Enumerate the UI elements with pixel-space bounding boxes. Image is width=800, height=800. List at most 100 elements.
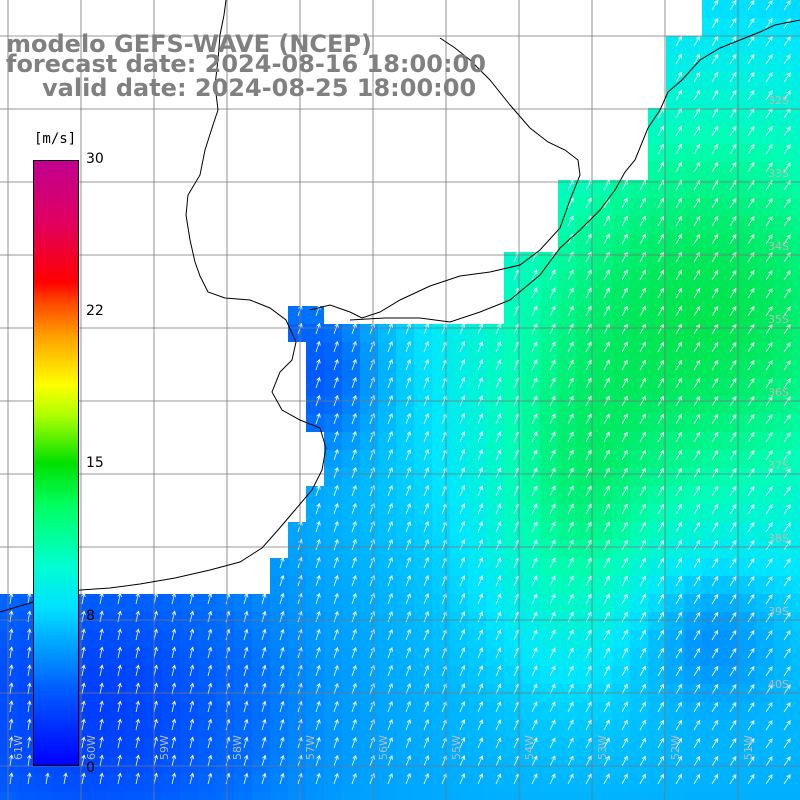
wind-arrow	[495, 737, 502, 749]
wind-arrow	[333, 628, 339, 641]
wind-arrow	[171, 754, 177, 767]
wind-speed-cell	[576, 270, 594, 288]
wind-speed-cell	[432, 558, 450, 576]
colorbar-unit: [m/s]	[34, 131, 77, 147]
wind-speed-cell	[522, 540, 540, 558]
wind-speed-cell	[234, 630, 252, 648]
wind-arrow	[405, 341, 411, 353]
wind-arrow	[711, 53, 719, 65]
wind-arrow	[8, 628, 14, 641]
wind-arrow	[693, 107, 701, 119]
wind-speed-cell	[414, 648, 432, 666]
wind-arrow	[747, 522, 755, 533]
wind-arrow	[549, 575, 556, 587]
wind-arrow	[477, 467, 484, 479]
wind-arrow	[387, 682, 393, 695]
wind-speed-cell	[378, 378, 396, 396]
wind-arrow	[693, 341, 701, 353]
wind-arrow	[693, 647, 701, 659]
wind-arrow	[783, 450, 791, 461]
wind-arrow	[459, 467, 466, 479]
wind-speed-cell	[126, 774, 144, 792]
wind-arrow	[693, 719, 701, 731]
wind-speed-cell	[162, 792, 180, 800]
wind-speed-cell	[90, 720, 108, 738]
wind-speed-cell	[360, 468, 378, 486]
wind-speed-cell	[792, 432, 800, 450]
wind-arrow	[207, 718, 213, 731]
wind-speed-cell	[576, 324, 594, 342]
wind-arrow	[81, 628, 86, 641]
wind-speed-cell	[612, 414, 630, 432]
wind-arrow	[639, 593, 646, 605]
wind-speed-cell	[324, 576, 342, 594]
wind-speed-cell	[558, 324, 576, 342]
wind-speed-cell	[270, 558, 288, 576]
wind-speed-cell	[522, 486, 540, 504]
wind-speed-cell	[108, 702, 126, 720]
latitude-label: 33S	[768, 167, 789, 180]
wind-arrow	[585, 575, 592, 587]
wind-arrow	[567, 755, 574, 767]
wind-arrow	[27, 700, 32, 713]
wind-arrow	[585, 755, 592, 767]
wind-speed-cell	[306, 522, 324, 540]
wind-arrow	[405, 593, 411, 605]
wind-arrow	[261, 718, 267, 731]
wind-speed-cell	[720, 90, 738, 108]
wind-arrow	[693, 35, 701, 47]
wind-arrow	[459, 575, 466, 587]
wind-arrow	[315, 664, 321, 677]
wind-speed-cell	[756, 774, 774, 792]
wind-arrow	[207, 682, 213, 695]
wind-arrow	[531, 593, 538, 605]
wind-arrow	[387, 376, 393, 389]
wind-arrow	[783, 72, 791, 83]
wind-arrow	[621, 431, 628, 443]
wind-arrow	[657, 233, 664, 245]
wind-speed-cell	[486, 378, 504, 396]
wind-speed-cell	[522, 468, 540, 486]
wind-arrow	[711, 233, 719, 245]
wind-speed-cell	[378, 504, 396, 522]
wind-arrow	[567, 431, 574, 443]
wind-speed-cell	[540, 558, 558, 576]
wind-speed-cell	[18, 756, 36, 774]
wind-speed-cell	[720, 414, 738, 432]
wind-speed-cell	[234, 738, 252, 756]
wind-arrow	[729, 413, 737, 425]
wind-speed-cell	[180, 594, 198, 612]
wind-arrow	[711, 305, 719, 317]
wind-speed-cell	[252, 666, 270, 684]
wind-arrow	[567, 773, 574, 785]
wind-speed-cell	[558, 396, 576, 414]
wind-speed-cell	[468, 522, 486, 540]
wind-arrow	[729, 629, 737, 641]
wind-arrow	[117, 628, 122, 641]
wind-speed-cell	[198, 774, 216, 792]
wind-arrow	[423, 719, 430, 731]
wind-speed-cell	[756, 414, 774, 432]
wind-arrow	[531, 449, 538, 461]
wind-arrow	[387, 556, 393, 569]
wind-arrow	[423, 683, 430, 695]
wind-speed-cell	[252, 720, 270, 738]
wind-speed-cell	[594, 450, 612, 468]
wind-speed-cell	[432, 504, 450, 522]
wind-arrow	[783, 594, 791, 605]
wind-arrow	[603, 521, 610, 533]
wind-speed-cell	[540, 414, 558, 432]
wind-speed-cell	[756, 342, 774, 360]
wind-speed-cell	[540, 720, 558, 738]
wind-speed-cell	[738, 666, 756, 684]
wind-speed-cell	[162, 666, 180, 684]
wind-arrow	[729, 575, 737, 587]
wind-arrow	[531, 287, 538, 299]
wind-arrow	[711, 629, 719, 641]
wind-arrow	[387, 358, 393, 371]
wind-speed-cell	[666, 792, 684, 800]
wind-arrow	[729, 287, 737, 299]
wind-arrow	[783, 558, 791, 569]
wind-speed-cell	[396, 432, 414, 450]
wind-speed-cell	[756, 738, 774, 756]
